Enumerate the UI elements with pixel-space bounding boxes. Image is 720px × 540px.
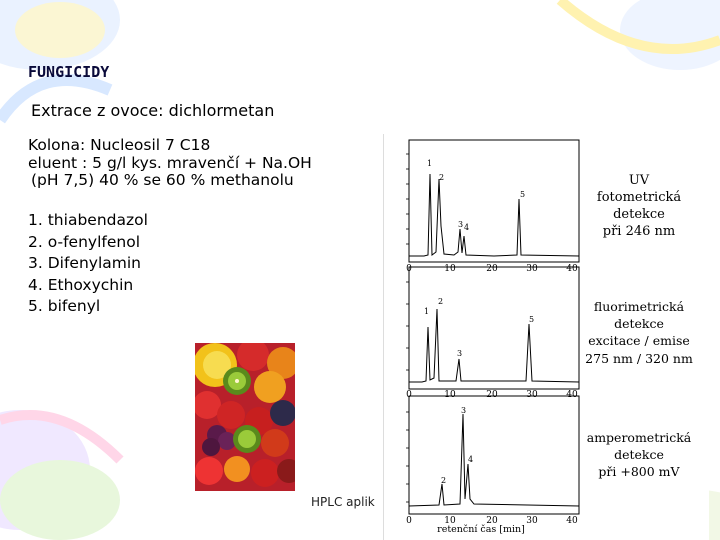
list-item: 4. Ethoxychin: [28, 275, 134, 294]
slide-title: FUNGICIDY: [28, 63, 110, 81]
label-amp-0: amperometrická: [587, 430, 692, 445]
label-uv-3: při 246 nm: [603, 224, 675, 239]
svg-text:2: 2: [439, 173, 444, 182]
ph-line: (pH 7,5) 40 % se 60 % methanolu: [28, 171, 312, 191]
x-tick: 10: [444, 390, 456, 400]
x-tick: 40: [566, 264, 578, 274]
label-amp-2: při +800 mV: [598, 464, 680, 479]
conditions-block: Kolona: Nucleosil 7 C18 eluent : 5 g/l k…: [28, 136, 312, 191]
x-tick: 30: [526, 264, 538, 274]
svg-text:2: 2: [438, 297, 443, 306]
x-tick: 10: [444, 264, 456, 274]
label-fluor-1: detekce: [614, 316, 664, 331]
footer-text: HPLC aplik: [311, 495, 375, 509]
list-item: 1. thiabendazol: [28, 211, 148, 229]
x-tick: 0: [406, 516, 412, 526]
fruit-photo: [195, 343, 295, 491]
ph-text: (pH 7,5) 40 % se 60 % methanolu: [31, 171, 294, 189]
svg-text:1: 1: [427, 159, 432, 168]
panel-frame-amp: [408, 395, 580, 515]
svg-text:3: 3: [457, 349, 462, 358]
list-item: 2. o-fenylfenol: [28, 232, 141, 251]
svg-text:1: 1: [424, 307, 429, 316]
x-tick: 30: [526, 390, 538, 400]
label-uv-0: UV: [629, 173, 650, 188]
trace-amp: [408, 413, 580, 507]
label-fluor-0: fluorimetrická: [594, 299, 685, 314]
eluent-line: eluent : 5 g/l kys. mravenčí + Na.OH: [28, 153, 312, 172]
svg-text:5: 5: [529, 315, 534, 324]
panel-frame-fluor: [408, 266, 580, 390]
svg-text:4: 4: [468, 455, 473, 464]
x-tick: 20: [486, 264, 498, 274]
label-amp-1: detekce: [614, 447, 664, 462]
x-tick: 40: [566, 390, 578, 400]
label-fluor-2: excitace / emise: [588, 333, 690, 348]
svg-text:3: 3: [458, 220, 463, 229]
svg-text:5: 5: [520, 190, 525, 199]
x-tick: 20: [486, 516, 498, 526]
panel-frame-uv: [408, 139, 580, 263]
list-item: 3. Difenylamin: [28, 254, 141, 272]
label-fluor-3: 275 nm / 320 nm: [585, 351, 693, 366]
trace-fluor: [409, 308, 580, 383]
compound-list: 1. thiabendazol 2. o-fenylfenol 3. Difen…: [28, 210, 148, 318]
x-tick: 10: [444, 516, 456, 526]
label-uv-1: fotometrická: [597, 190, 681, 205]
x-tick: 0: [406, 390, 412, 400]
list-item: 5. bifenyl: [28, 297, 101, 315]
extraction-line: Extrace z ovoce: dichlormetan: [28, 101, 274, 120]
column-line: Kolona: Nucleosil 7 C18: [28, 136, 211, 154]
label-uv-2: detekce: [613, 207, 665, 222]
x-tick: 0: [406, 264, 412, 274]
svg-text:2: 2: [441, 476, 446, 485]
extraction-text: Extrace z ovoce: dichlormetan: [31, 101, 275, 120]
x-tick: 30: [526, 516, 538, 526]
x-tick: 20: [486, 390, 498, 400]
trace-uv: [409, 173, 580, 257]
svg-text:3: 3: [461, 406, 466, 415]
x-tick: 40: [566, 516, 578, 526]
svg-text:4: 4: [464, 223, 469, 232]
x-axis-label: retenční čas [min]: [437, 524, 525, 535]
